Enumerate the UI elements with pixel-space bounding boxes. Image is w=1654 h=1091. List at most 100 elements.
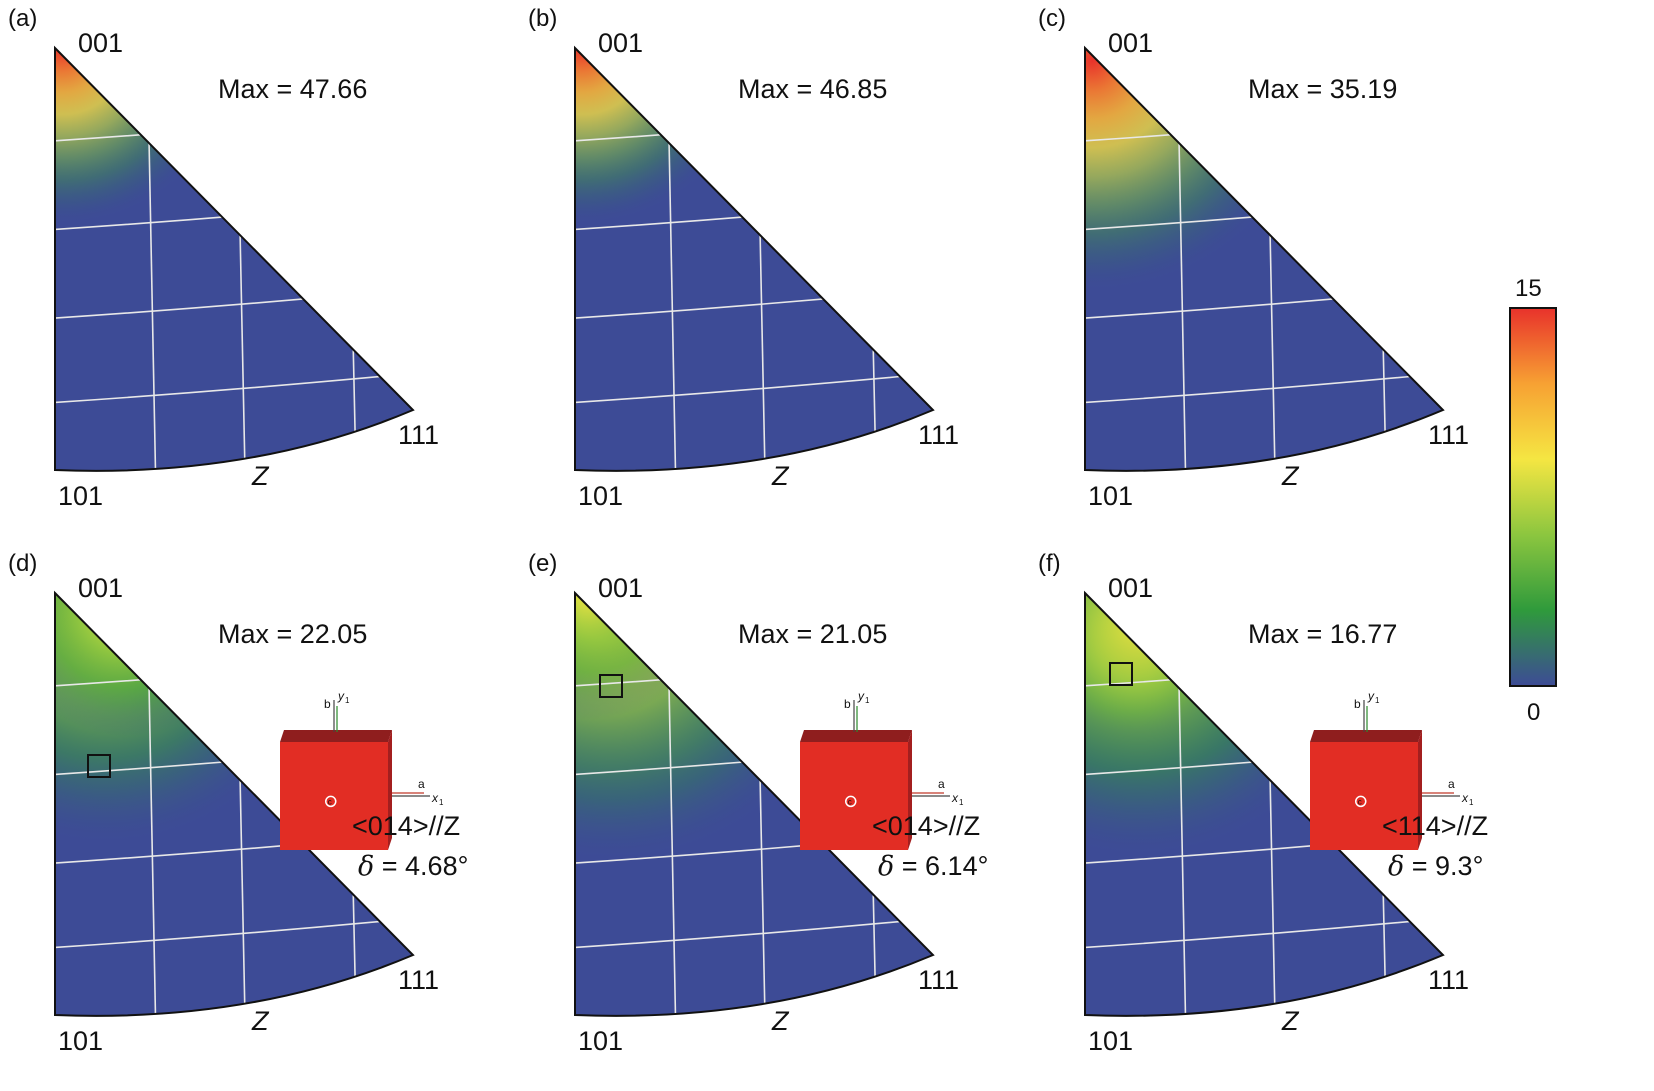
c-axis-label: c [848,797,852,806]
pole-001-label: 001 [598,28,643,58]
a-axis-label: a [418,777,425,791]
ipf-density-map [1085,593,1443,1016]
x1-axis-label: x [951,791,959,805]
max-value-label: Max = 16.77 [1248,619,1397,649]
max-value-label: Max = 46.85 [738,74,887,104]
pole-101-label: 101 [578,481,623,511]
ipf-density-map [1085,48,1443,471]
y1-axis-label: y [857,689,865,703]
panel-label: (b) [528,5,557,32]
pole-101-label: 101 [1088,481,1133,511]
misorientation-label: δ = 4.68° [358,851,468,882]
x1-axis-subscript: 1 [439,798,444,807]
pole-101-label: 101 [58,481,103,511]
panel-label: (f) [1038,550,1061,577]
panel-label: (a) [8,5,37,32]
b-axis-label: b [844,697,851,711]
pole-111-label: 111 [398,420,439,450]
pole-111-label: 111 [1428,965,1469,995]
max-value-label: Max = 22.05 [218,619,367,649]
axis-z-label: Z [251,461,270,491]
y1-axis-subscript: 1 [345,696,350,705]
ipf-triangle-outline [54,45,415,472]
max-value-label: Max = 47.66 [218,74,367,104]
pole-001-label: 001 [1108,28,1153,58]
pole-111-label: 111 [918,420,959,450]
orientation-label: <014>//Z [352,811,460,841]
panel-label: (c) [1038,5,1066,32]
orientation-marker-square [87,754,111,778]
ipf-density-map [55,48,413,471]
pole-111-label: 111 [918,965,959,995]
crystal-orientation-cube: cby 1ax 1 [280,689,444,850]
pole-111-label: 111 [1428,420,1469,450]
x1-axis-subscript: 1 [1469,798,1474,807]
ipf-triangle-outline [574,590,935,1017]
c-axis-label: c [1358,797,1362,806]
ipf-panel-b: (b) 001 101 111 Z Max = 46.85 [528,5,959,511]
orientation-marker-square [599,674,623,698]
ipf-triangle-outline [54,590,415,1017]
axis-z-label: Z [1281,461,1300,491]
b-axis-label: b [324,697,331,711]
cube-side-face [388,730,392,850]
axis-z-label: Z [771,1006,790,1036]
cube-top-face [800,730,912,742]
max-value-label: Max = 35.19 [1248,74,1397,104]
pole-101-label: 101 [578,1026,623,1056]
ipf-triangle-outline [1084,590,1445,1017]
ipf-panel-a: (a) 001 101 111 Z Max = 47.66 [8,5,439,511]
panel-label: (d) [8,550,37,577]
crystal-orientation-cube: cby 1ax 1 [800,689,964,850]
y1-axis-subscript: 1 [1375,696,1380,705]
intensity-blob [55,593,254,737]
x1-axis-subscript: 1 [959,798,964,807]
axis-z-label: Z [771,461,790,491]
a-axis-label: a [938,777,945,791]
colorbar-max-label: 15 [1515,275,1542,302]
x1-axis-label: x [1461,791,1469,805]
orientation-marker-square [1109,662,1133,686]
pole-101-label: 101 [1088,1026,1133,1056]
pole-001-label: 001 [78,28,123,58]
y1-axis-label: y [1367,689,1375,703]
ipf-triangle-outline [1084,45,1445,472]
c-axis-icon [325,795,337,808]
pole-001-label: 001 [1108,573,1153,603]
c-axis-label: c [328,797,332,806]
misorientation-label: δ = 6.14° [878,851,988,882]
c-axis-icon [1355,795,1367,808]
cube-side-face [908,730,912,850]
orientation-label: <114>//Z [1382,811,1488,841]
y1-axis-subscript: 1 [865,696,870,705]
y1-axis-label: y [337,689,345,703]
colorbar-gradient [1509,307,1557,687]
axis-z-label: Z [1281,1006,1300,1036]
ipf-density-map [575,48,933,471]
a-axis-label: a [1448,777,1455,791]
axis-z-label: Z [251,1006,270,1036]
intensity-blob [1085,48,1325,293]
crystal-orientation-cube: cby 1ax 1 [1310,689,1474,850]
pole-111-label: 111 [398,965,439,995]
b-axis-label: b [1354,697,1361,711]
cube-front-face [280,742,388,850]
colorbar-min-label: 0 [1527,699,1540,726]
c-axis-icon [845,795,857,808]
max-value-label: Max = 21.05 [738,619,887,649]
cube-top-face [1310,730,1422,742]
cube-front-face [1310,742,1418,850]
colorbar: 15 0 [1509,275,1557,726]
pole-001-label: 001 [78,573,123,603]
x1-axis-label: x [431,791,439,805]
misorientation-label: δ = 9.3° [1388,851,1483,882]
cube-top-face [280,730,392,742]
ipf-triangle-outline [574,45,935,472]
pole-101-label: 101 [58,1026,103,1056]
ipf-density-map [55,593,413,1016]
cube-side-face [1418,730,1422,850]
orientation-label: <014>//Z [872,811,980,841]
cube-front-face [800,742,908,850]
